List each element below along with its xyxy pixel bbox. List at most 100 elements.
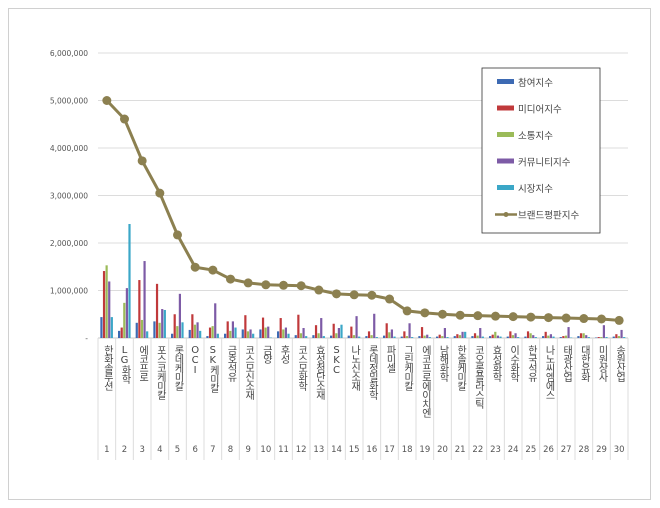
rank-label: 27 [561,445,572,455]
bar-3 [229,330,232,338]
legend-label: 커뮤니티지수 [518,158,571,169]
bar-3 [211,326,214,338]
legend-swatch [497,185,514,190]
rank-label: 21 [455,445,466,455]
brand-reputation-point [349,290,359,300]
category-label: 에코프로 [137,345,149,381]
legend-label: 참여지수 [518,77,553,89]
bar-2 [509,331,512,338]
category-label: 코스모신소재 [243,345,255,401]
legend-label: 시장지수 [518,184,553,195]
legend-marker [503,212,509,217]
bar-4 [284,327,287,338]
bar-3 [123,302,126,338]
category-label: 나노신소재 [349,345,361,392]
rank-label: 11 [278,445,289,455]
bar-3 [476,335,479,338]
bar-1 [436,336,439,338]
bar-1 [206,336,209,338]
bar-4 [549,334,552,338]
category-label: 그린케미칼 [402,345,414,391]
bar-5 [340,324,343,338]
rank-label: 6 [192,445,197,455]
bar-2 [297,314,300,338]
y-tick-label: - [85,334,88,343]
category-label: 금양 [260,345,272,364]
bar-1 [418,336,421,338]
bar-2 [261,317,265,338]
bar-4 [585,335,588,338]
bar-2 [544,331,547,338]
category-label: 한솔케미칼 [455,345,467,391]
bar-1 [524,336,527,338]
bar-4 [408,323,411,338]
bar-2 [226,321,229,338]
bar-2 [350,326,353,338]
brand-reputation-point [614,315,624,325]
rank-label: 4 [157,445,162,455]
bar-2 [155,283,159,338]
bar-4 [161,309,164,338]
bar-3 [458,335,462,338]
bar-1 [612,336,615,338]
category-label: 미원상사 [596,345,608,383]
bar-1 [259,329,262,338]
bar-1 [383,335,386,338]
bar-3 [317,333,320,338]
brand-reputation-point [261,280,271,290]
bar-2 [562,336,565,338]
brand-reputation-point [561,313,571,323]
category-label: 이수화학 [508,345,520,383]
bar-3 [158,322,161,338]
brand-reputation-point [402,306,412,316]
y-tick-label: 6,000,000 [50,49,88,58]
bar-1 [100,317,103,338]
bar-4 [249,329,252,338]
bar-3 [335,333,338,338]
bar-2 [526,331,530,338]
brand-reputation-point [579,314,589,324]
brand-reputation-point [279,280,288,290]
bar-1 [241,329,244,338]
bar-5 [163,309,166,338]
bar-2 [367,331,371,338]
bar-3 [582,333,585,338]
bar-4 [496,335,499,338]
rank-label: 10 [260,445,271,455]
bar-1 [542,336,545,338]
brand-reputation-point [137,156,147,166]
bar-3 [193,324,197,338]
bar-4 [214,303,217,338]
brand-reputation-point [491,311,500,321]
bar-2 [491,334,494,338]
bar-3 [547,335,550,338]
category-label: 포스코케미칼 [154,345,166,400]
category-label: 한화솔루션 [101,345,113,391]
category-label: 롯데케미칼 [172,345,184,391]
bar-5 [199,330,202,338]
bar-5 [464,331,467,338]
rank-label: 18 [402,445,413,455]
bar-3 [105,265,108,338]
rank-label: 25 [525,445,536,455]
bar-1 [453,336,456,338]
category-label: LG화학 [119,345,131,385]
bar-3 [352,335,356,338]
bar-5 [234,327,237,338]
bar-4 [108,281,111,338]
bar-5 [358,336,361,338]
brand-reputation-point [544,313,553,323]
bar-4 [479,328,482,338]
bar-4 [567,327,570,338]
bar-3 [441,336,444,338]
bar-4 [231,321,234,338]
category-label: 코스모화학 [296,345,308,392]
bar-1 [135,322,138,338]
category-label: 파미셀 [384,345,396,373]
bar-3 [511,335,515,338]
category-label: SKC [331,345,342,375]
legend-label: 미디어지수 [518,105,562,116]
bar-3 [529,333,532,338]
category-label: 태광산업 [561,345,573,382]
bar-2 [173,314,176,338]
